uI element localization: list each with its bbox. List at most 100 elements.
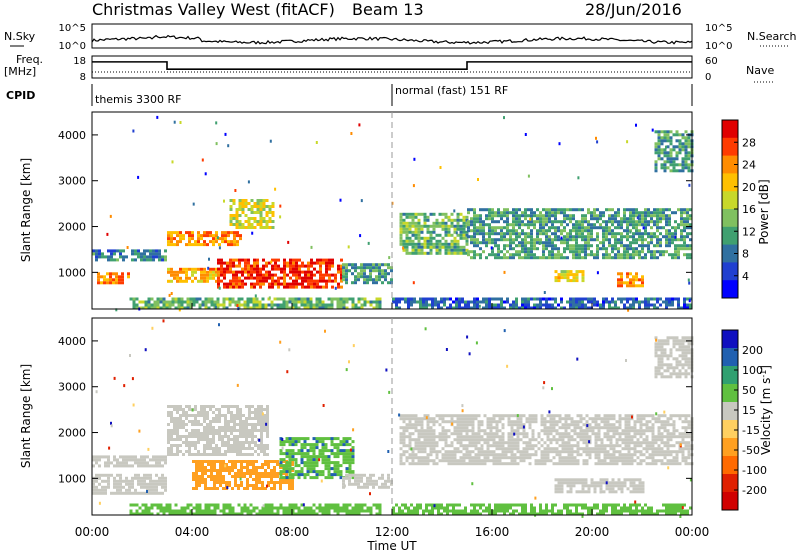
velocity-cell (119, 492, 122, 495)
velocity-cell (352, 510, 355, 513)
velocity-cell (325, 446, 328, 449)
power-cell (539, 301, 542, 304)
power-cell (673, 163, 676, 166)
power-cell (650, 220, 653, 223)
power-cell (575, 241, 578, 244)
velocity-cell (206, 423, 209, 426)
velocity-cell (544, 432, 547, 435)
power-cell (188, 277, 191, 280)
velocity-cell (559, 462, 562, 465)
power-cell (671, 232, 674, 235)
velocity-cell (228, 481, 231, 484)
power-cell (620, 281, 623, 284)
power-speck (561, 237, 563, 240)
power-cell (194, 240, 197, 243)
power-cell (364, 301, 367, 304)
power-cell (485, 232, 488, 235)
velocity-cell (185, 435, 188, 438)
power-cell (200, 237, 203, 240)
power-cell (590, 235, 593, 238)
velocity-cell (424, 462, 427, 465)
velocity-cell (550, 423, 553, 426)
velocity-cell (328, 458, 331, 461)
velocity-cell (403, 432, 406, 435)
velocity-cell (346, 470, 349, 473)
power-speck (279, 205, 281, 208)
velocity-cell (230, 426, 233, 429)
colorbar-tick-label: 24 (742, 159, 756, 172)
velocity-cell (406, 450, 409, 453)
power-cell (235, 301, 238, 304)
power-cell (310, 265, 313, 268)
velocity-cell (137, 474, 140, 477)
velocity-cell (481, 453, 484, 456)
power-cell (272, 220, 275, 223)
power-cell (658, 142, 661, 145)
power-cell (539, 298, 542, 301)
power-cell (292, 271, 295, 274)
velocity-cell (292, 476, 295, 479)
velocity-cell (188, 441, 191, 444)
velocity-cell (209, 453, 212, 456)
velocity-cell (430, 453, 433, 456)
velocity-cell (236, 450, 239, 453)
velocity-cell (466, 432, 469, 435)
power-cell (436, 225, 439, 228)
velocity-cell (472, 456, 475, 459)
power-cell (451, 240, 454, 243)
power-cell (551, 220, 554, 223)
power-cell (250, 274, 253, 277)
velocity-cell (182, 426, 185, 429)
power-speck (528, 175, 530, 178)
power-cell (668, 238, 671, 241)
velocity-cell (387, 474, 390, 477)
velocity-cell (357, 480, 360, 483)
velocity-cell (409, 456, 412, 459)
power-cell (445, 240, 448, 243)
velocity-cell (239, 447, 242, 450)
velocity-cell (155, 455, 158, 458)
velocity-cell (146, 455, 149, 458)
velocity-cell (286, 437, 289, 440)
velocity-cell (209, 444, 212, 447)
velocity-cell (409, 432, 412, 435)
power-speck (413, 158, 415, 161)
power-cell (457, 219, 460, 222)
velocity-cell (151, 507, 154, 510)
velocity-cell (460, 459, 463, 462)
power-cell (170, 237, 173, 240)
power-cell (620, 278, 623, 281)
velocity-cell (442, 429, 445, 432)
velocity-cell (523, 450, 526, 453)
power-cell (230, 199, 233, 202)
velocity-cell (403, 444, 406, 447)
power-cell (346, 301, 349, 304)
velocity-cell (496, 414, 499, 417)
velocity-cell (378, 486, 381, 489)
velocity-cell (286, 467, 289, 470)
power-cell (363, 269, 366, 272)
colorbar-swatch (722, 262, 738, 280)
power-cell (680, 229, 683, 232)
velocity-cell (478, 435, 481, 438)
power-cell (152, 252, 155, 255)
velocity-cell (268, 510, 271, 513)
power-cell (370, 301, 373, 304)
velocity-cell (346, 440, 349, 443)
velocity-cell (243, 487, 246, 490)
power-cell (448, 216, 451, 219)
velocity-cell (346, 443, 349, 446)
power-cell (406, 222, 409, 225)
velocity-cell (254, 444, 257, 447)
velocity-cell (415, 417, 418, 420)
power-cell (653, 250, 656, 253)
velocity-cell (523, 441, 526, 444)
velocity-cell (538, 459, 541, 462)
power-cell (98, 249, 101, 252)
power-cell (524, 250, 527, 253)
power-cell (647, 241, 650, 244)
power-speck (350, 132, 352, 135)
velocity-cell (367, 510, 370, 513)
velocity-cell (116, 458, 119, 461)
power-cell (680, 211, 683, 214)
